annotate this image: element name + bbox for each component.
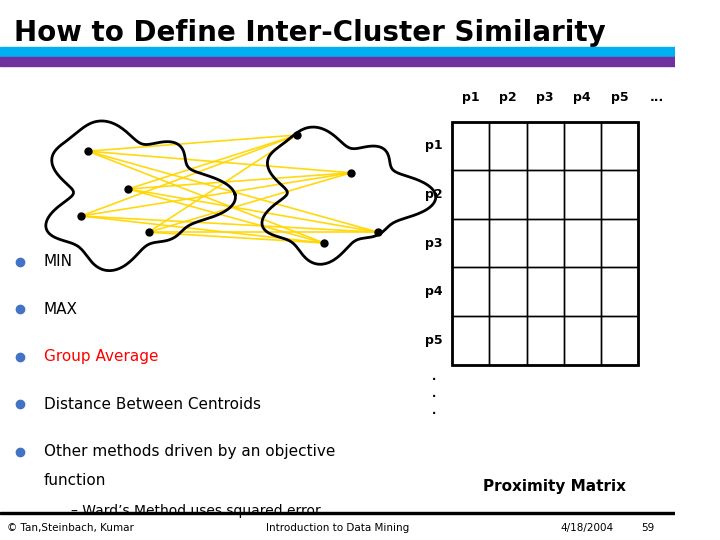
Text: How to Define Inter-Cluster Similarity: How to Define Inter-Cluster Similarity xyxy=(14,19,606,47)
Text: p1: p1 xyxy=(425,139,443,152)
Text: p5: p5 xyxy=(611,91,629,104)
Text: p5: p5 xyxy=(425,334,443,347)
Bar xyxy=(564,170,600,219)
Text: p2: p2 xyxy=(425,188,443,201)
Text: Distance Between Centroids: Distance Between Centroids xyxy=(44,397,261,412)
Bar xyxy=(564,122,600,170)
Text: Group Average: Group Average xyxy=(44,349,158,364)
Bar xyxy=(452,267,490,316)
Bar xyxy=(600,170,638,219)
Text: ...: ... xyxy=(649,91,664,104)
Text: 4/18/2004: 4/18/2004 xyxy=(560,523,613,533)
Bar xyxy=(490,316,526,364)
Bar xyxy=(526,267,564,316)
Text: p4: p4 xyxy=(425,285,443,298)
Text: MIN: MIN xyxy=(44,254,73,269)
Text: .: . xyxy=(431,382,437,401)
Bar xyxy=(600,267,638,316)
Bar xyxy=(526,219,564,267)
Bar xyxy=(526,170,564,219)
Bar xyxy=(452,170,490,219)
Bar xyxy=(526,122,564,170)
Bar xyxy=(452,219,490,267)
Bar xyxy=(0,512,675,514)
Text: MAX: MAX xyxy=(44,302,78,317)
Text: © Tan,Steinbach, Kumar: © Tan,Steinbach, Kumar xyxy=(6,523,134,533)
Text: p4: p4 xyxy=(573,91,591,104)
Bar xyxy=(490,122,526,170)
Text: function: function xyxy=(44,473,107,488)
Bar xyxy=(490,219,526,267)
Text: – Ward’s Method uses squared error: – Ward’s Method uses squared error xyxy=(71,504,320,518)
Text: Other methods driven by an objective: Other methods driven by an objective xyxy=(44,444,336,460)
Bar xyxy=(0,47,675,57)
Text: p1: p1 xyxy=(462,91,480,104)
Bar xyxy=(600,219,638,267)
Bar xyxy=(564,316,600,364)
Bar xyxy=(490,267,526,316)
Bar xyxy=(452,316,490,364)
Text: .: . xyxy=(431,364,437,384)
Bar xyxy=(564,267,600,316)
Text: p2: p2 xyxy=(499,91,517,104)
Text: Proximity Matrix: Proximity Matrix xyxy=(483,478,626,494)
Bar xyxy=(0,57,675,66)
Bar xyxy=(490,170,526,219)
Bar xyxy=(600,316,638,364)
Bar xyxy=(564,219,600,267)
Bar xyxy=(600,122,638,170)
Text: 59: 59 xyxy=(642,523,654,533)
Text: p3: p3 xyxy=(536,91,554,104)
Bar xyxy=(526,316,564,364)
Bar xyxy=(452,122,638,364)
Text: .: . xyxy=(431,399,437,418)
Text: Introduction to Data Mining: Introduction to Data Mining xyxy=(266,523,409,533)
Bar xyxy=(452,122,490,170)
Text: p3: p3 xyxy=(425,237,443,249)
